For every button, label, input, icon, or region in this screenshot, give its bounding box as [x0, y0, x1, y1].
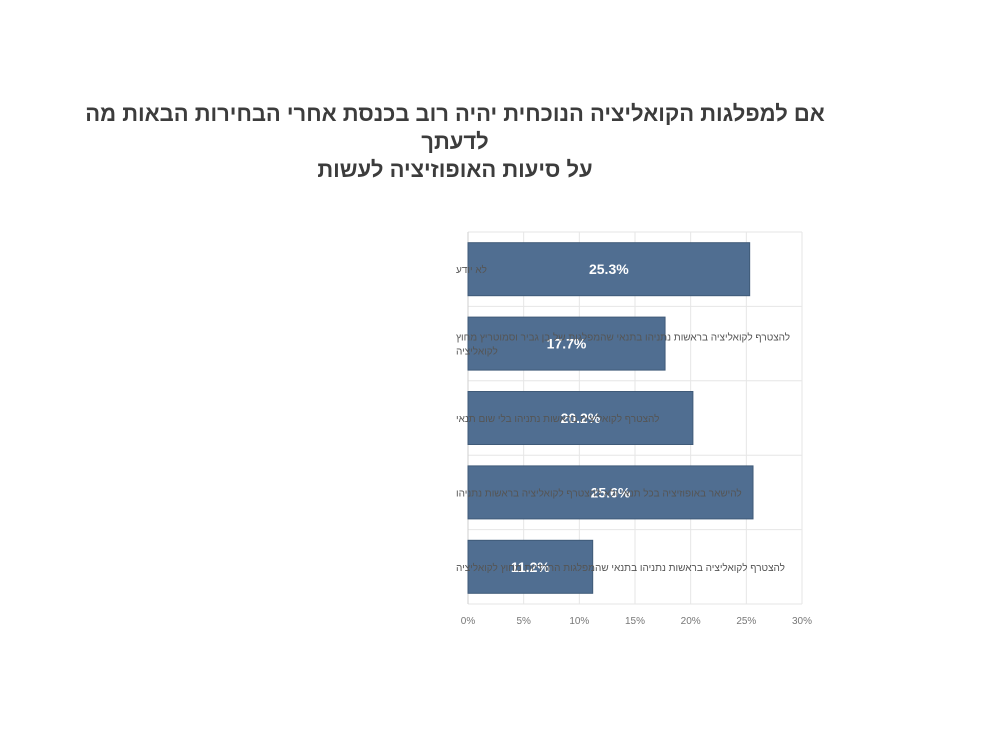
x-tick-label: 5% [516, 616, 531, 627]
chart-title: אם למפלגות הקואליציה הנוכחית יהיה רוב בכ… [60, 100, 850, 184]
chart-title-line-1: אם למפלגות הקואליציה הנוכחית יהיה רוב בכ… [85, 101, 825, 154]
category-label: לקואליציה [456, 346, 498, 358]
bar [467, 465, 754, 520]
category-label: להצטרף לקואליציה בראשות נתניהו בתנאי שהמ… [456, 332, 790, 344]
bar [467, 316, 666, 371]
x-tick-label: 20% [681, 616, 701, 627]
category-labels: לא יודע להצטרף לקואליציה בראשות נתניהו בת… [456, 264, 790, 574]
bars: 25.3% 17.7% 20.2% 25.6% 11.2% [467, 242, 754, 594]
category-label: לא יודע [456, 264, 487, 276]
x-tick-label: 0% [461, 616, 476, 627]
x-tick-label: 15% [625, 616, 645, 627]
category-label: להצטרף לקואליציה בראשות נתניהו בתנאי שהמ… [456, 562, 785, 574]
bar [467, 539, 594, 594]
x-tick-label: 30% [792, 616, 812, 627]
category-label: להישאר באופוזיציה בכל תנאי ולא להצטרף לק… [456, 487, 742, 499]
bar-value-label: 20.2% [561, 410, 601, 426]
bar-value-label: 17.7% [547, 336, 587, 352]
bar [467, 242, 751, 297]
bar-value-label: 25.3% [589, 261, 629, 277]
category-label: להצטרף לקואליציה בראשות נתניהו בלי שום ת… [456, 413, 659, 425]
bar-value-label: 25.6% [591, 484, 631, 500]
x-tick-label: 10% [569, 616, 589, 627]
bar [467, 391, 694, 445]
x-axis-ticks: 0% 5% 10% 15% 20% 25% 30% [461, 616, 812, 627]
bar-value-label: 11.2% [511, 559, 550, 575]
x-tick-label: 25% [736, 616, 756, 627]
chart-title-line-2: על סיעות האופוזיציה לעשות [317, 157, 593, 182]
